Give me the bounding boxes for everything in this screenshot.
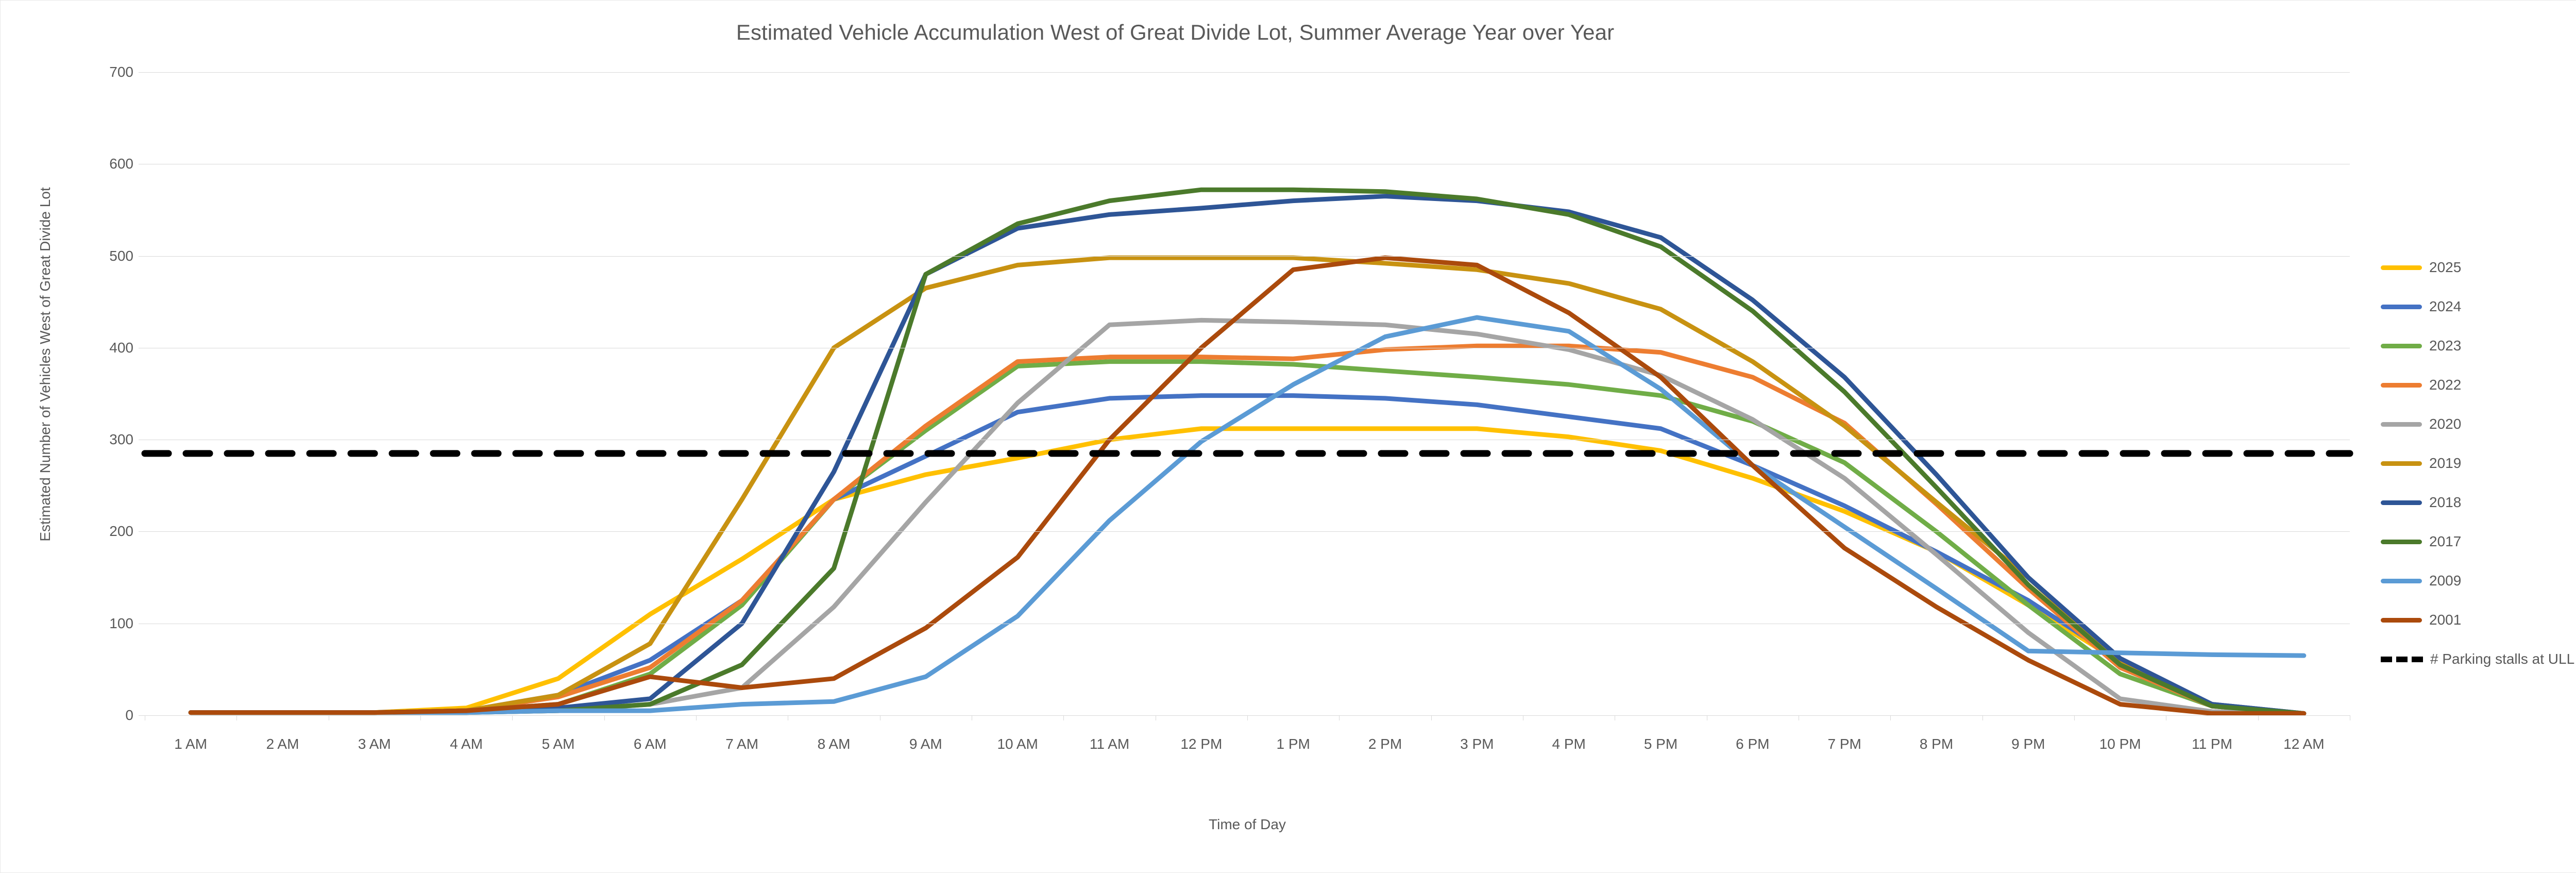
x-tick-mark xyxy=(236,715,238,720)
series-line-2001 xyxy=(188,255,2307,716)
series-line-2024 xyxy=(188,393,2307,716)
gridline xyxy=(145,531,2350,532)
y-tick-label: 100 xyxy=(109,615,133,631)
x-tick-label: 4 AM xyxy=(450,736,483,752)
legend-swatch-2019 xyxy=(2381,461,2422,466)
x-tick-mark xyxy=(1890,715,1891,720)
legend-label-2019: 2019 xyxy=(2429,455,2462,471)
x-tick-mark xyxy=(2258,715,2259,720)
plot-area xyxy=(141,72,2353,716)
x-tick-label: 5 AM xyxy=(541,736,575,752)
legend-item-2020[interactable]: 2020 xyxy=(2381,405,2576,444)
x-axis-ticks: 1 AM 2 AM 3 AM 4 AM 5 AM 6 AM 7 AM 8 AM 9 AM 10 A… xyxy=(145,715,2350,767)
gridline xyxy=(145,256,2350,257)
y-tick-label: 700 xyxy=(109,64,133,80)
x-tick-label: 8 PM xyxy=(1919,736,1954,752)
series-line-2009 xyxy=(188,315,2307,715)
legend-label-2024: 2024 xyxy=(2429,298,2462,314)
x-tick-mark xyxy=(696,715,697,720)
x-tick-label: 11 AM xyxy=(1089,736,1130,752)
x-tick-label: 7 AM xyxy=(725,736,759,752)
y-tick-mark xyxy=(139,72,145,73)
x-tick-label: 9 PM xyxy=(2011,736,2045,752)
legend-swatch-2022 xyxy=(2381,382,2422,388)
x-tick-label: 3 PM xyxy=(1460,736,1494,752)
legend-swatch-2001 xyxy=(2381,617,2422,623)
legend-swatch-2023 xyxy=(2381,343,2422,348)
x-tick-label: 2 PM xyxy=(1368,736,1402,752)
legend-item-2023[interactable]: 2023 xyxy=(2381,326,2576,365)
legend-swatch-2017 xyxy=(2381,539,2422,544)
legend-label-2025: 2025 xyxy=(2429,259,2462,275)
legend-label-2018: 2018 xyxy=(2429,494,2462,510)
legend-item-2018[interactable]: 2018 xyxy=(2381,483,2576,522)
legend-swatch-dashed-reference xyxy=(2381,656,2423,662)
x-tick-mark xyxy=(604,715,605,720)
x-tick-label: 7 PM xyxy=(1827,736,1861,752)
x-tick-label: 10 PM xyxy=(2099,736,2141,752)
x-tick-label: 1 PM xyxy=(1276,736,1310,752)
x-tick-label: 11 PM xyxy=(2192,736,2232,752)
legend-swatch-2025 xyxy=(2381,265,2422,270)
gridline xyxy=(145,72,2350,73)
legend-item-2019[interactable]: 2019 xyxy=(2381,444,2576,483)
x-tick-mark xyxy=(1247,715,1248,720)
legend-item-2009[interactable]: 2009 xyxy=(2381,561,2576,600)
y-tick-label: 400 xyxy=(109,339,133,356)
legend-swatch-2020 xyxy=(2381,422,2422,427)
y-tick-mark xyxy=(139,715,145,716)
x-tick-label: 10 AM xyxy=(997,736,1038,752)
y-tick-mark xyxy=(139,256,145,257)
legend-item-2001[interactable]: 2001 xyxy=(2381,600,2576,640)
series-line-2018 xyxy=(188,194,2307,716)
x-axis-title: Time of Day xyxy=(1209,816,1286,832)
legend-swatch-2024 xyxy=(2381,304,2422,309)
y-tick-label: 600 xyxy=(109,156,133,172)
legend-item-2017[interactable]: 2017 xyxy=(2381,522,2576,561)
x-tick-label: 12 AM xyxy=(2283,736,2325,752)
y-tick-label: 500 xyxy=(109,247,133,264)
x-tick-label: 4 PM xyxy=(1552,736,1586,752)
x-tick-mark xyxy=(420,715,421,720)
x-tick-mark xyxy=(1339,715,1340,720)
y-tick-label: 0 xyxy=(125,707,133,723)
legend-label-2009: 2009 xyxy=(2429,573,2462,589)
legend-label-2017: 2017 xyxy=(2429,533,2462,549)
legend-label-2001: 2001 xyxy=(2429,612,2462,628)
legend-item-parking-stalls[interactable]: # Parking stalls at ULL post-2025 xyxy=(2381,640,2576,679)
legend-swatch-2018 xyxy=(2381,500,2422,505)
legend-label-2020: 2020 xyxy=(2429,416,2462,432)
x-tick-label: 1 AM xyxy=(174,736,208,752)
y-tick-label: 300 xyxy=(109,431,133,448)
x-tick-label: 12 PM xyxy=(1180,736,1223,752)
legend-swatch-2009 xyxy=(2381,578,2422,583)
legend-label-2023: 2023 xyxy=(2429,338,2462,354)
legend-label-2022: 2022 xyxy=(2429,377,2462,393)
x-tick-mark xyxy=(512,715,513,720)
y-tick-mark xyxy=(139,531,145,532)
x-tick-label: 3 AM xyxy=(358,736,391,752)
x-tick-label: 9 AM xyxy=(909,736,942,752)
y-axis-ticks: 700 600 500 400 300 200 100 0 xyxy=(1,64,145,723)
series-line-2020 xyxy=(188,317,2307,716)
legend-item-2022[interactable]: 2022 xyxy=(2381,365,2576,405)
legend-label-parking-stalls: # Parking stalls at ULL post-2025 xyxy=(2430,651,2576,667)
x-tick-label: 6 PM xyxy=(1736,736,1770,752)
x-tick-label: 8 AM xyxy=(817,736,851,752)
series-lines xyxy=(141,187,2353,716)
x-tick-mark xyxy=(2074,715,2075,720)
x-tick-mark xyxy=(1431,715,1432,720)
chart-legend: 2025 2024 2023 2022 2020 2019 2018 2017 2009 2001… xyxy=(2381,248,2576,679)
x-tick-label: 6 AM xyxy=(633,736,667,752)
legend-item-2025[interactable]: 2025 xyxy=(2381,248,2576,287)
series-line-2019 xyxy=(188,255,2307,716)
x-tick-label: 5 PM xyxy=(1643,736,1678,752)
y-tick-label: 200 xyxy=(109,523,133,540)
x-tick-mark xyxy=(1063,715,1064,720)
legend-item-2024[interactable]: 2024 xyxy=(2381,287,2576,326)
chart-title: Estimated Vehicle Accumulation West of G… xyxy=(736,20,1615,44)
x-tick-mark xyxy=(1982,715,1983,720)
x-tick-label: 2 AM xyxy=(266,736,299,752)
